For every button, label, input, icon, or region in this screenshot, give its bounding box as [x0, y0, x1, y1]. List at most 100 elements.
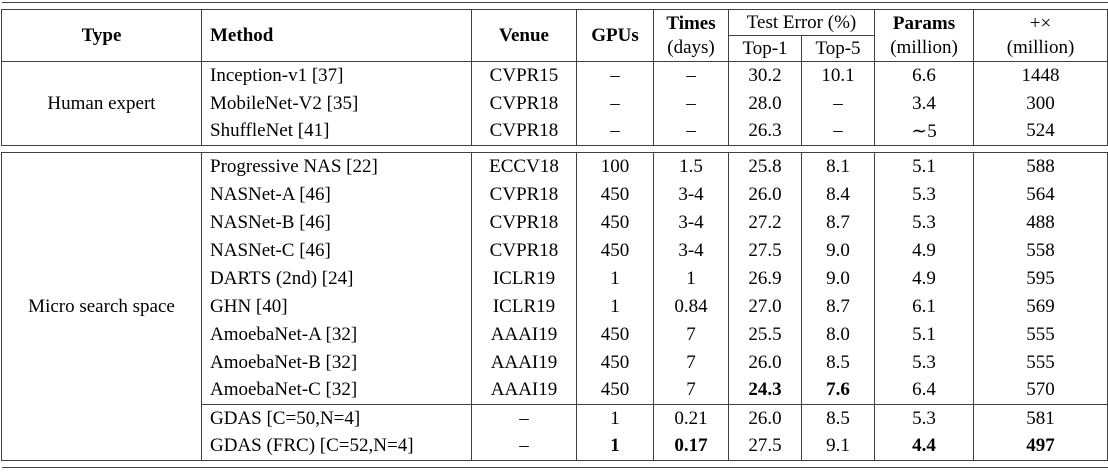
cell-top1: 26.0	[728, 404, 802, 433]
cell-top1: 27.5	[728, 236, 802, 265]
cell-flops: 570	[973, 376, 1108, 405]
table-row: AmoebaNet-A [32] AAAI19 450 7 25.5 8.0 5.1 555	[2, 320, 1108, 349]
header-type: Type	[1, 9, 202, 62]
cell-params: 4.4	[874, 432, 974, 461]
header-row-1: Type Method Venue GPUs Times (days) Test…	[1, 9, 1108, 62]
cell-top1: 27.5	[728, 432, 802, 461]
cell-times: 0.21	[653, 404, 729, 433]
cell-top1: 27.0	[728, 292, 802, 321]
cell-gpus: 450	[576, 180, 654, 209]
cell-params: 4.9	[874, 236, 974, 265]
header-top5: Top-5	[801, 35, 875, 62]
cell-top1: 30.2	[728, 61, 802, 90]
cell-venue: ICLR19	[471, 264, 577, 293]
cell-top5: 8.5	[801, 404, 875, 433]
table-section: Micro search space Progressive NAS [22] EC…	[1, 152, 1108, 461]
cell-top1: 26.3	[728, 117, 802, 146]
table-row: Human expert Inception-v1 [37] CVPR15– –30.…	[1, 61, 1108, 146]
cell-top5: 8.7	[801, 292, 875, 321]
cell-method: Progressive NAS [22]	[201, 152, 472, 181]
cell-gpus: 450	[576, 348, 654, 377]
cell-flops: 588	[973, 152, 1108, 181]
cell-gpus: –	[576, 61, 654, 90]
cell-flops: 488	[973, 208, 1108, 237]
cell-gpus: 450	[576, 208, 654, 237]
cell-flops: 524	[973, 117, 1108, 146]
cell-times: 0.17	[653, 432, 729, 461]
header-flops-unit: (million)	[1006, 36, 1075, 58]
header-venue: Venue	[471, 9, 577, 62]
cell-flops: 497	[973, 432, 1108, 461]
cell-params: 5.3	[874, 404, 974, 433]
table-row: GHN [40] ICLR19 1 0.84 27.0 8.7 6.1 569	[2, 292, 1108, 321]
row-group-label: Micro search space	[1, 152, 202, 461]
cell-method: AmoebaNet-B [32]	[201, 348, 472, 377]
cell-venue: AAAI19	[471, 376, 577, 405]
cell-top5: 7.6	[801, 376, 875, 405]
cell-params: 6.6	[874, 61, 974, 90]
header-params: Params (million)	[874, 9, 974, 62]
cell-method: MobileNet-V2 [35]	[201, 89, 472, 118]
table-row: DARTS (2nd) [24] ICLR19 1 1 26.9 9.0 4.9 595	[2, 264, 1108, 293]
cell-venue: –	[471, 432, 577, 461]
cell-method: GHN [40]	[201, 292, 472, 321]
cell-gpus: –	[576, 89, 654, 118]
cell-venue: CVPR18	[471, 180, 577, 209]
cell-params: 6.1	[874, 292, 974, 321]
table-row: GDAS (FRC) [C=52,N=4] –1 0.17 27.5 9.1 4.4 497	[2, 432, 1108, 461]
cell-times: 7	[653, 320, 729, 349]
cell-params: 5.1	[874, 152, 974, 181]
cell-method: DARTS (2nd) [24]	[201, 264, 472, 293]
cell-times: 7	[653, 348, 729, 377]
header-test-error: Test Error (%)	[728, 9, 875, 36]
cell-times: 1.5	[653, 152, 729, 181]
cell-venue: CVPR18	[471, 236, 577, 265]
cell-gpus: 450	[576, 236, 654, 265]
cell-params: 5.3	[874, 180, 974, 209]
cell-gpus: –	[576, 117, 654, 146]
cell-top5: 9.0	[801, 264, 875, 293]
cell-times: 7	[653, 376, 729, 405]
cell-gpus: 450	[576, 376, 654, 405]
cell-flops: 555	[973, 348, 1108, 377]
header-params-label: Params	[892, 12, 956, 34]
cell-params: 5.1	[874, 320, 974, 349]
cell-top1: 26.9	[728, 264, 802, 293]
cell-venue: CVPR15	[471, 61, 577, 90]
cell-top5: 9.0	[801, 236, 875, 265]
table-header: Type Method Venue GPUs Times (days) Test…	[1, 2, 1108, 62]
row-group-label: Human expert	[1, 61, 202, 146]
cell-gpus: 100	[576, 152, 654, 181]
cell-top5: 8.1	[801, 152, 875, 181]
bottom-double-rule	[1, 460, 1108, 468]
cell-top5: –	[801, 89, 875, 118]
header-flops: +× (million)	[973, 9, 1108, 62]
cell-method: GDAS [C=50,N=4]	[201, 404, 472, 433]
header-top1: Top-1	[728, 35, 802, 62]
cell-flops: 555	[973, 320, 1108, 349]
cell-params: 5.3	[874, 348, 974, 377]
cell-gpus: 1	[576, 292, 654, 321]
cell-flops: 558	[973, 236, 1108, 265]
cell-flops: 300	[973, 89, 1108, 118]
cell-top5: 8.0	[801, 320, 875, 349]
table-row: GDAS [C=50,N=4] –1 0.21 26.0 8.5 5.3 581	[2, 404, 1108, 433]
cell-top1: 25.5	[728, 320, 802, 349]
table-row: NASNet-B [46] CVPR18 450 3-4 27.2 8.7 5.3 488	[2, 208, 1108, 237]
cell-flops: 569	[973, 292, 1108, 321]
cell-times: 3-4	[653, 180, 729, 209]
cell-params: 5.3	[874, 208, 974, 237]
cell-params: 3.4	[874, 89, 974, 118]
cell-venue: ICLR19	[471, 292, 577, 321]
cell-venue: AAAI19	[471, 348, 577, 377]
table-row: MobileNet-V2 [35] CVPR18– –28.0–3.4 300	[2, 89, 1108, 118]
header-params-unit: (million)	[890, 36, 958, 58]
cell-gpus: 1	[576, 432, 654, 461]
cell-params: ∼5	[874, 117, 974, 146]
cell-times: –	[653, 117, 729, 146]
cell-times: 1	[653, 264, 729, 293]
cell-top5: 9.1	[801, 432, 875, 461]
cell-method: NASNet-C [46]	[201, 236, 472, 265]
cell-method: GDAS (FRC) [C=52,N=4]	[201, 432, 472, 461]
